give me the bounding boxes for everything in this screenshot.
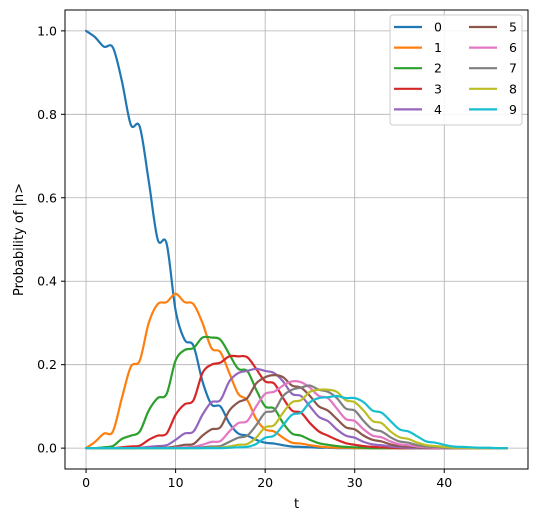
series-line-9 bbox=[84, 394, 509, 450]
x-tick-label-1: 10 bbox=[168, 475, 184, 490]
legend-label-8: 8 bbox=[509, 81, 517, 96]
series-line-1 bbox=[84, 292, 509, 450]
y-tick-label-1: 0.2 bbox=[37, 357, 57, 372]
legend-label-5: 5 bbox=[509, 20, 517, 35]
x-tick-label-3: 30 bbox=[347, 475, 363, 490]
series-line-2 bbox=[84, 335, 509, 450]
legend: 0 1 2 3 4 5 6 7 8 9 bbox=[389, 14, 523, 126]
y-tick-label-2: 0.4 bbox=[37, 274, 57, 289]
x-tick-label-4: 40 bbox=[436, 475, 452, 490]
x-tick-label-0: 0 bbox=[82, 475, 90, 490]
y-tick-label-0: 0.0 bbox=[37, 441, 57, 456]
legend-label-2: 2 bbox=[434, 61, 442, 76]
legend-label-7: 7 bbox=[509, 61, 517, 76]
legend-box bbox=[389, 14, 523, 126]
legend-label-3: 3 bbox=[434, 81, 442, 96]
x-axis-label: t bbox=[294, 497, 299, 512]
y-axis-ticks: 0.0 0.2 0.4 0.6 0.8 1.0 bbox=[37, 23, 65, 456]
y-tick-label-4: 0.8 bbox=[37, 107, 57, 122]
legend-label-6: 6 bbox=[509, 40, 517, 55]
x-tick-label-2: 20 bbox=[257, 475, 273, 490]
legend-label-9: 9 bbox=[509, 102, 517, 117]
legend-label-1: 1 bbox=[434, 40, 442, 55]
x-axis-ticks: 0 10 20 30 40 bbox=[82, 469, 452, 490]
legend-label-0: 0 bbox=[434, 20, 442, 35]
y-axis-label: Probability of |n> bbox=[12, 183, 27, 296]
y-tick-label-3: 0.6 bbox=[37, 190, 57, 205]
legend-label-4: 4 bbox=[434, 102, 442, 117]
plot-frame bbox=[64, 9, 529, 470]
series-lines bbox=[84, 29, 509, 450]
y-tick-label-5: 1.0 bbox=[37, 23, 57, 38]
